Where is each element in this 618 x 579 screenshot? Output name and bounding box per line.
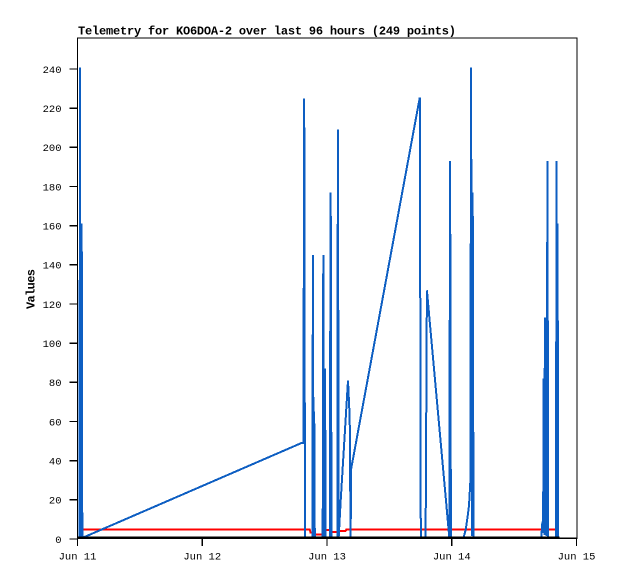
svg-text:Jun 11: Jun 11	[59, 552, 97, 564]
svg-text:Values: Values	[25, 269, 39, 309]
svg-text:240: 240	[43, 65, 62, 77]
svg-text:Telemetry for KO6DOA-2 over la: Telemetry for KO6DOA-2 over last 96 hour…	[78, 25, 456, 39]
svg-text:100: 100	[43, 339, 62, 351]
svg-text:20: 20	[49, 496, 62, 508]
svg-text:80: 80	[49, 378, 62, 390]
svg-text:160: 160	[43, 222, 62, 234]
svg-text:180: 180	[43, 182, 62, 194]
svg-text:0: 0	[55, 535, 61, 547]
svg-text:40: 40	[49, 457, 62, 469]
svg-text:200: 200	[43, 143, 62, 155]
svg-text:220: 220	[43, 104, 62, 116]
svg-text:Jun 13: Jun 13	[308, 552, 346, 564]
svg-text:120: 120	[43, 300, 62, 312]
svg-text:Jun 12: Jun 12	[183, 552, 221, 564]
svg-text:Jun 15: Jun 15	[558, 552, 596, 564]
svg-text:140: 140	[43, 261, 62, 273]
svg-text:60: 60	[49, 417, 62, 429]
svg-text:Jun 14: Jun 14	[433, 552, 471, 564]
